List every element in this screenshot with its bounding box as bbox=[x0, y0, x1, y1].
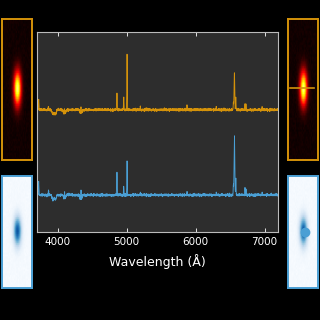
X-axis label: Wavelength (Å): Wavelength (Å) bbox=[109, 254, 206, 269]
